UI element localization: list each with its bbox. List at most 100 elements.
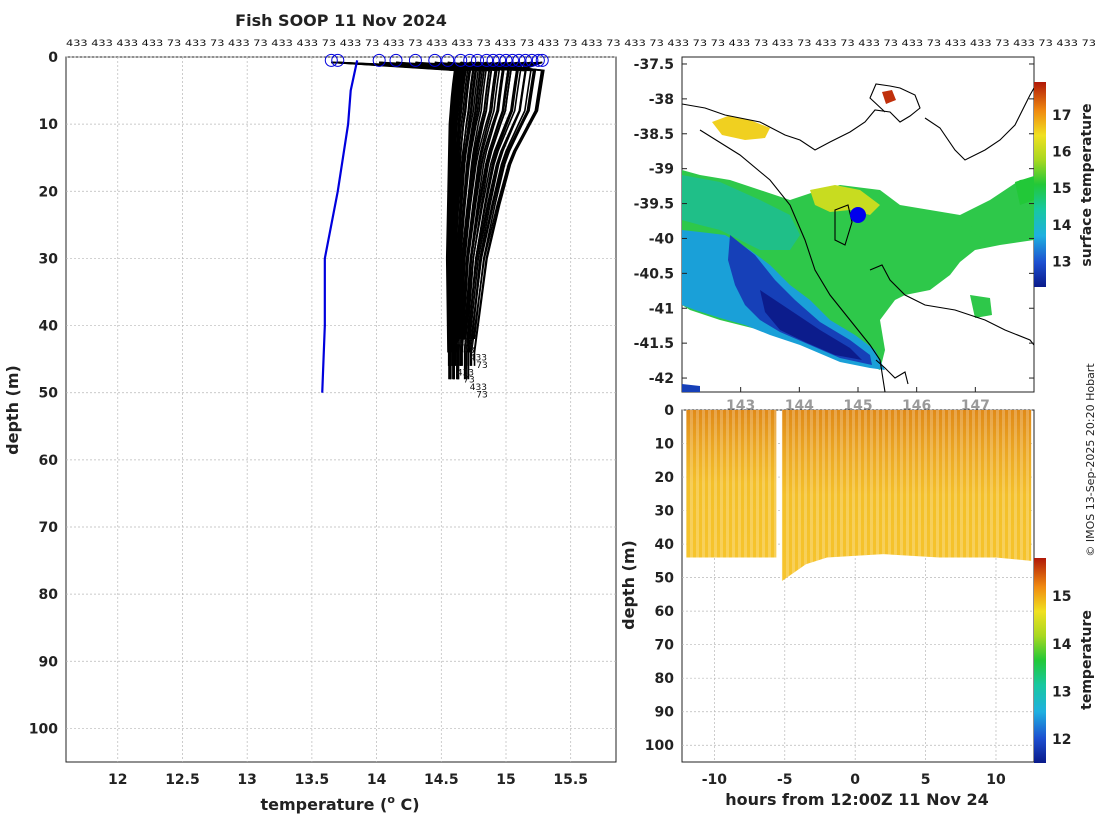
profile-y-tick-label: 70	[39, 520, 59, 536]
credit-text: © IMOS 13-Sep-2025 20:20 Hobart	[1084, 363, 1097, 557]
coastline-island	[834, 204, 853, 246]
profile-y-tick-label: 100	[29, 721, 58, 737]
chart-title: Fish SOOP 11 Nov 2024	[235, 11, 447, 30]
profile-x-tick-label: 12	[108, 772, 127, 788]
section-y-tick-label: 90	[655, 705, 675, 721]
coastline-mainland	[682, 83, 1034, 161]
surface-marker	[486, 53, 500, 67]
profile-y-tick-label: 30	[39, 251, 59, 267]
map-y-tick-label: -42	[649, 371, 674, 387]
surface-marker	[499, 53, 513, 67]
profile-x-label: temperature (o C)	[260, 793, 419, 814]
fishing-profile-line	[452, 61, 500, 366]
map-y-tick-label: -38.5	[634, 127, 674, 143]
profile-y-tick-label: 60	[39, 453, 59, 469]
map-y-tick-label: -38	[649, 92, 674, 108]
section-temperature-field	[686, 410, 1032, 581]
sst-east-patch	[965, 222, 1030, 242]
sst-southwest-corner	[682, 384, 700, 392]
sst-colorbar-tick-label: 17	[1052, 108, 1071, 124]
sst-cold-region	[728, 235, 872, 365]
bottom-depth-label: 433	[457, 368, 474, 378]
section-cast-stripes	[781, 410, 1032, 581]
profile-y-tick-label: 80	[39, 587, 59, 603]
surface-marker	[505, 53, 519, 67]
bottom-depth-label: 73	[463, 376, 474, 386]
section-y-tick-label: 10	[655, 437, 675, 453]
sst-east-strip	[1015, 176, 1034, 205]
sst-colorbar-tick-label: 15	[1052, 181, 1071, 197]
sst-south-patch	[970, 295, 992, 318]
profile-y-tick-label: 40	[39, 319, 59, 335]
profile-x-tick-label: 13	[237, 772, 256, 788]
temp-colorbar-ticks: 12 13 14 15	[1052, 589, 1072, 748]
profile-x-tick-label: 15.5	[553, 772, 588, 788]
section-x-tick-label: -10	[702, 772, 728, 788]
surface-marker	[454, 53, 468, 67]
section-y-tick-label: 50	[655, 571, 675, 587]
fishing-profiles	[331, 61, 545, 380]
profile-y-ticks: 0 10 20 30 40 50 60 70 80 90 100	[29, 50, 58, 737]
profile-plot-area: 12 12.5 13 13.5 14 14.5 15 15.5 0 10 20 30 40 50 60 70…	[29, 50, 617, 788]
section-y-tick-label: 70	[655, 638, 675, 654]
sst-hot-spot	[882, 90, 896, 104]
vessel-position-marker	[850, 207, 866, 223]
profile-id-strip: 433 433 433 433 73 433 73 433 73 433 433…	[66, 39, 1096, 49]
map-y-tick-label: -41	[649, 301, 674, 317]
section-x-ticks: -10 -5 0 5 10	[702, 772, 1006, 788]
section-y-tick-label: 60	[655, 604, 675, 620]
coastline-south	[869, 264, 1034, 346]
sst-colorbar-ticks: 13 14 15 16 17	[1052, 108, 1072, 270]
surface-marker	[389, 53, 403, 67]
profile-y-tick-label: 20	[39, 184, 59, 200]
fishing-profile-line	[331, 61, 485, 353]
surface-marker	[331, 53, 345, 67]
reference-profile	[321, 60, 359, 393]
sst-north-yellow	[712, 116, 770, 140]
surface-marker	[372, 53, 386, 67]
temp-colorbar-tick-label: 13	[1052, 684, 1071, 700]
fishing-profile-line	[459, 61, 504, 366]
profile-x-tick-label: 15	[496, 772, 515, 788]
coastline-bay	[875, 359, 909, 385]
coastline	[682, 83, 1034, 392]
section-x-tick-label: 0	[850, 772, 860, 788]
bottom-depth-label: 73	[476, 390, 487, 400]
sst-field	[682, 90, 1034, 392]
temp-colorbar	[1034, 558, 1046, 763]
profile-y-tick-label: 50	[39, 386, 59, 402]
sst-colorbar-label: surface temperature	[1079, 103, 1095, 266]
temp-colorbar-tick-label: 15	[1052, 589, 1071, 605]
profile-x-label-post: C)	[395, 795, 420, 814]
section-y-ticks: 0 10 20 30 40 50 60 70 80 90 100	[645, 403, 674, 754]
profile-x-tick-label: 14.5	[424, 772, 459, 788]
map-y-tick-label: -41.5	[634, 336, 674, 352]
profile-y-tick-label: 10	[39, 117, 59, 133]
fishing-profile-line	[463, 61, 539, 353]
surface-marker	[408, 53, 422, 67]
fishing-profile-line	[453, 61, 526, 340]
surface-markers	[324, 53, 549, 67]
surface-marker	[535, 53, 549, 67]
surface-marker	[428, 53, 442, 67]
bottom-depth-label: 433	[457, 339, 474, 349]
section-y-tick-label: 40	[655, 537, 675, 553]
surface-marker	[471, 53, 485, 67]
temp-colorbar-tick-label: 14	[1052, 637, 1072, 653]
map-y-tick-label: -40.5	[634, 266, 674, 282]
profile-x-tick-label: 13.5	[295, 772, 330, 788]
section-y-tick-label: 0	[664, 403, 674, 419]
map-y-tick-label: -40	[649, 231, 675, 247]
profile-y-label: depth (m)	[3, 365, 22, 455]
map-y-tick-label: -39	[649, 162, 674, 178]
profile-x-tick-label: 12.5	[165, 772, 200, 788]
fishing-profile-line	[451, 61, 479, 340]
surface-marker	[324, 53, 338, 67]
surface-marker	[518, 53, 532, 67]
section-x-tick-label: 5	[921, 772, 931, 788]
surface-marker	[512, 53, 526, 67]
surface-marker	[480, 53, 494, 67]
temp-colorbar-tick-label: 12	[1052, 732, 1071, 748]
